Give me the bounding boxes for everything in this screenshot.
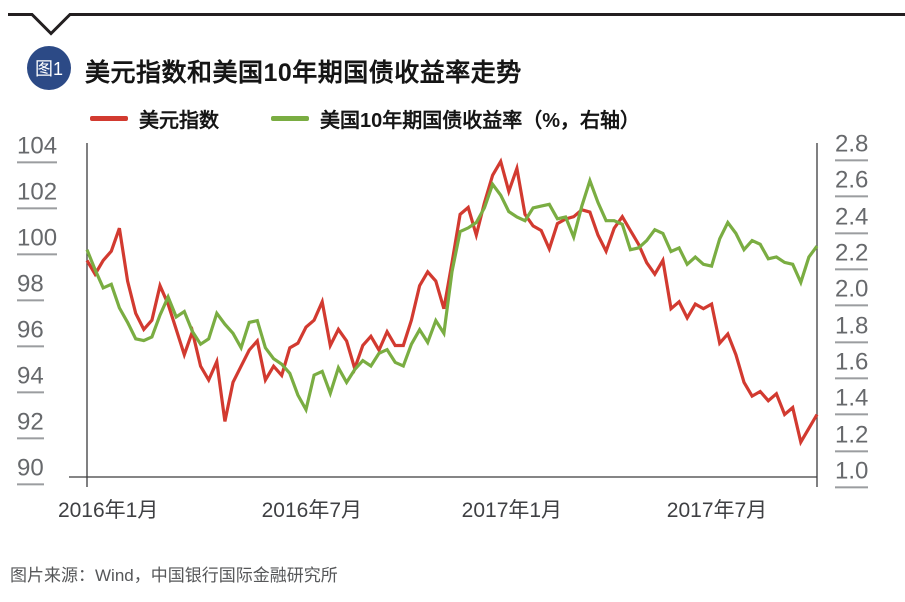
- axis-tick-label: 1.8: [835, 313, 869, 343]
- axis-tick-label: 104: [17, 134, 58, 164]
- legend: 美元指数 美国10年期国债收益率（%，右轴）: [0, 106, 905, 132]
- axis-tick-label: 1.6: [835, 350, 869, 380]
- legend-item-treasury-yield: 美国10年期国债收益率（%，右轴）: [271, 106, 641, 132]
- axis-tick-label: 90: [17, 456, 44, 486]
- axis-tick-label: 1.2: [835, 422, 869, 452]
- legend-label-treasury-yield: 美国10年期国债收益率（%，右轴）: [320, 109, 641, 132]
- axis-tick-label: 2.4: [835, 204, 869, 234]
- source-note: 图片来源：Wind，中国银行国际金融研究所: [10, 566, 338, 585]
- axis-tick-label: 96: [17, 318, 44, 348]
- x-axis-tick-label: 2017年7月: [666, 499, 768, 522]
- axis-tick-label: 2.2: [835, 241, 869, 271]
- series-line-dollar-index: [85, 157, 819, 447]
- axis-tick-label: 1.0: [835, 459, 869, 489]
- axis-tick-label: 2.8: [835, 132, 869, 162]
- axis-tick-label: 94: [17, 364, 44, 394]
- axis-tick-label: 92: [17, 410, 44, 440]
- axis-tick-label: 1.4: [835, 386, 869, 416]
- legend-label-dollar-index: 美元指数: [139, 109, 219, 132]
- chart-title: 美元指数和美国10年期国债收益率走势: [85, 59, 522, 87]
- legend-swatch-red-line: [90, 115, 128, 121]
- axis-tick-label: 98: [17, 272, 44, 302]
- top-rule-decoration: [8, 13, 905, 36]
- legend-swatch-green-line: [271, 115, 309, 121]
- axis-tick-label: 2.6: [835, 168, 869, 198]
- axis-tick-label: 2.0: [835, 277, 869, 307]
- axis-tick-label: 100: [17, 226, 58, 256]
- series-line-treasury-yield: [85, 175, 819, 414]
- series-lines: [85, 157, 819, 447]
- x-axis-tick-label: 2016年7月: [261, 499, 363, 522]
- axis-tick-label: 102: [17, 180, 58, 210]
- x-axis-tick-label: 2017年1月: [461, 499, 563, 522]
- figure-badge: 图1: [27, 46, 71, 90]
- legend-item-dollar-index: 美元指数: [90, 106, 219, 132]
- figure-badge-label: 图1: [34, 59, 63, 79]
- x-axis-tick-label: 2016年1月: [57, 499, 159, 522]
